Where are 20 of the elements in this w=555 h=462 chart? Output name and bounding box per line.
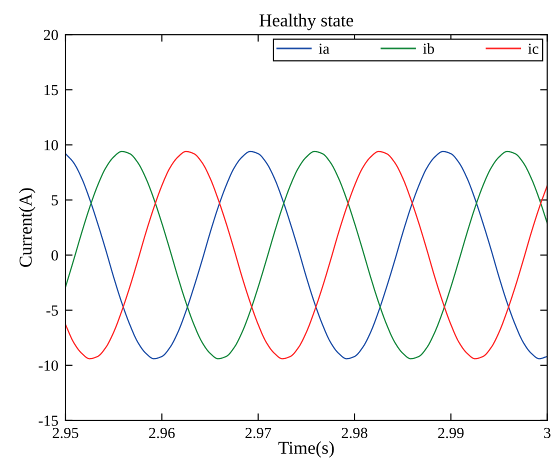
y-tick-label: 10 <box>44 140 58 150</box>
y-tick-label: -15 <box>38 416 58 426</box>
x-tick-label: 2.98 <box>342 428 368 438</box>
x-tick-label: 2.95 <box>52 428 78 438</box>
y-tick-label: 5 <box>52 195 58 206</box>
x-tick-label: 2.97 <box>245 428 272 438</box>
legend-label: ia <box>318 44 330 54</box>
x-tick-label: 2.99 <box>438 428 464 438</box>
x-tick-label: 2.96 <box>149 428 175 438</box>
y-tick-label: -10 <box>38 360 58 371</box>
y-tick-label: 0 <box>51 250 58 261</box>
x-axis-title: Time(s) <box>278 441 334 458</box>
y-tick-label: 15 <box>44 84 58 96</box>
legend-label: ib <box>423 43 434 54</box>
y-tick-label: -5 <box>46 305 58 316</box>
y-axis-title: Current(A) <box>19 188 36 267</box>
chart-title: Healthy state <box>260 14 354 30</box>
legend-label: ic <box>528 44 538 54</box>
y-tick-label: 20 <box>44 30 58 40</box>
x-tick-label: 3 <box>544 428 550 438</box>
